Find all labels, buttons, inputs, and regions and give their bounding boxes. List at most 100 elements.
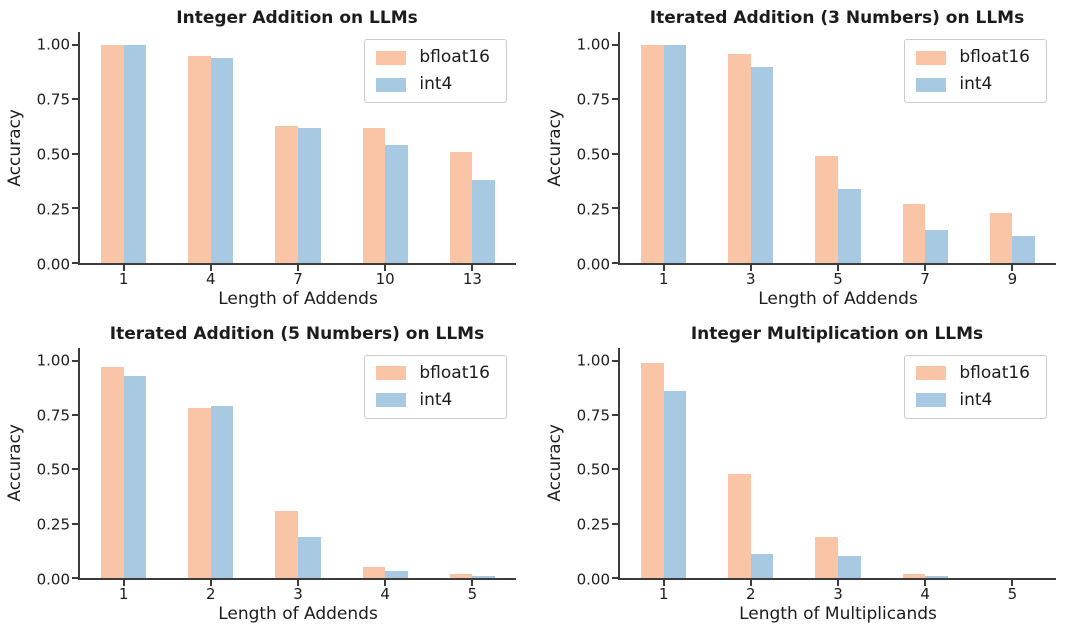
x-tick-mark	[1011, 264, 1014, 271]
y-tick-mark	[612, 413, 618, 416]
x-tick-mark	[209, 580, 212, 586]
bar-int4-x1	[663, 45, 687, 263]
y-tick-label: 0.00	[576, 570, 610, 589]
bar-bfloat16-x4	[362, 567, 386, 578]
legend-swatch-bfloat16	[916, 50, 947, 65]
y-tick-label: 0.75	[576, 406, 610, 424]
x-tick-mark	[384, 580, 387, 586]
y-tick-labels: 0.00 0.25 0.50 0.75 1.00	[26, 32, 78, 271]
y-tick-label: 0.00	[576, 255, 610, 273]
x-tick-mark	[122, 264, 125, 271]
y-tick-mark	[72, 359, 78, 362]
bar-int4-x3	[750, 66, 774, 263]
y-tick-label: 0.25	[576, 200, 610, 219]
x-tick-labels: 1 3 5 7 9	[620, 265, 1056, 289]
x-tick-label: 3	[293, 585, 303, 603]
x-tick-label: 4	[206, 269, 216, 288]
y-tick-mark	[72, 468, 78, 471]
chart-iterated-addition-5: Iterated Addition (5 Numbers) on LLMs Acc…	[0, 316, 540, 631]
chart-body: Accuracy 0.00 0.25 0.50 0.75 1.00 bfloat16 int4…	[4, 347, 516, 628]
legend-swatch-int4	[376, 393, 407, 407]
y-tick-mark	[612, 207, 618, 210]
y-tick-label: 0.50	[36, 460, 70, 479]
legend-entry-int4: int4	[916, 389, 1030, 410]
legend-entry-int4: int4	[916, 76, 1030, 93]
bar-bfloat16-x3	[728, 53, 751, 263]
plot-and-yticks: 0.00 0.25 0.50 0.75 1.00 bfloat16 int4	[566, 32, 1056, 272]
y-tick-mark	[612, 44, 618, 47]
x-tick-label: 7	[920, 269, 930, 288]
x-tick-mark	[384, 264, 387, 271]
bar-int4-x7	[925, 229, 948, 263]
legend: bfloat16 int4	[364, 39, 507, 103]
legend-label: bfloat16	[419, 362, 490, 383]
legend-swatch-int4	[916, 393, 947, 407]
y-tick-mark	[612, 261, 618, 264]
plot-area: bfloat16 int4	[72, 347, 516, 586]
chart-iterated-addition-3: Iterated Addition (3 Numbers) on LLMs Acc…	[540, 0, 1080, 316]
y-tick-mark	[72, 207, 78, 210]
x-tick-label: 4	[380, 585, 390, 603]
bar-int4-x4	[385, 571, 408, 578]
y-axis-label-column: Accuracy	[544, 32, 566, 312]
x-tick-mark	[471, 580, 474, 586]
chart-main: 0.00 0.25 0.50 0.75 1.00 bfloat16 int4 1 2 3 4 5 Len…	[26, 347, 516, 628]
x-tick-label: 3	[833, 585, 843, 603]
bar-int4-x3	[298, 536, 321, 578]
bar-int4-x2	[750, 554, 774, 578]
x-tick-label: 7	[293, 269, 303, 288]
y-tick-mark	[72, 413, 78, 416]
bar-int4-x13	[472, 179, 496, 263]
bar-int4-x1	[663, 391, 687, 578]
chart-title: Iterated Addition (3 Numbers) on LLMs	[649, 8, 1025, 28]
plot-and-yticks: 0.00 0.25 0.50 0.75 1.00 bfloat16 int4	[566, 347, 1056, 587]
x-tick-labels: 1 4 7 10 13	[80, 265, 516, 289]
legend-swatch-bfloat16	[376, 366, 407, 380]
legend-entry-int4: int4	[376, 389, 490, 410]
bar-bfloat16-x2	[188, 408, 211, 578]
y-tick-label: 0.75	[36, 406, 70, 424]
y-tick-mark	[612, 577, 618, 579]
x-tick-mark	[1011, 580, 1014, 586]
legend-label: int4	[959, 389, 993, 410]
y-axis-label-column: Accuracy	[4, 348, 26, 628]
y-tick-mark	[72, 44, 78, 47]
y-tick-mark	[72, 577, 78, 579]
chart-main: 0.00 0.25 0.50 0.75 1.00 bfloat16 int4 1 4 7 10 13 L…	[26, 32, 516, 312]
bar-bfloat16-x1	[100, 45, 124, 263]
bar-bfloat16-x1	[640, 362, 664, 578]
x-tick-label: 1	[118, 269, 129, 288]
y-tick-mark	[72, 152, 78, 155]
x-tick-label: 5	[833, 269, 843, 288]
y-axis-label-column: Accuracy	[4, 32, 26, 312]
legend-swatch-int4	[376, 77, 407, 92]
bar-bfloat16-x4	[902, 573, 926, 578]
x-axis-label: Length of Addends	[218, 288, 378, 309]
bar-bfloat16-x5	[449, 573, 473, 578]
y-tick-mark	[72, 522, 78, 525]
bar-int4-x1	[123, 45, 147, 263]
legend-swatch-bfloat16	[916, 366, 947, 380]
chart-body: Accuracy 0.00 0.25 0.50 0.75 1.00 bfloat16 int4…	[544, 347, 1056, 628]
bar-int4-x3	[838, 556, 861, 578]
legend-label: int4	[419, 389, 453, 410]
bar-bfloat16-x10	[362, 127, 386, 263]
x-tick-mark	[924, 264, 927, 271]
chart-main: 0.00 0.25 0.50 0.75 1.00 bfloat16 int4 1 2 3 4 5 Len…	[566, 347, 1056, 628]
y-tick-label: 0.50	[576, 145, 610, 164]
x-tick-mark	[837, 264, 839, 271]
bar-bfloat16-x3	[815, 536, 838, 578]
y-tick-label: 1.00	[576, 351, 610, 370]
x-axis-label: Length of Multiplicands	[739, 604, 937, 624]
x-tick-mark	[209, 264, 212, 271]
y-tick-label: 0.25	[576, 515, 610, 534]
y-tick-mark	[612, 468, 618, 471]
bar-bfloat16-x13	[449, 151, 473, 263]
y-tick-label: 0.50	[36, 145, 70, 164]
x-tick-labels: 1 2 3 4 5	[80, 580, 516, 604]
legend-label: bfloat16	[959, 362, 1030, 383]
x-tick-labels: 1 2 3 4 5	[620, 580, 1056, 604]
bar-int4-x1	[123, 375, 147, 578]
x-tick-label: 2	[746, 585, 756, 603]
chart-integer-addition: Integer Addition on LLMs Accuracy 0.00 0.25…	[0, 0, 540, 316]
